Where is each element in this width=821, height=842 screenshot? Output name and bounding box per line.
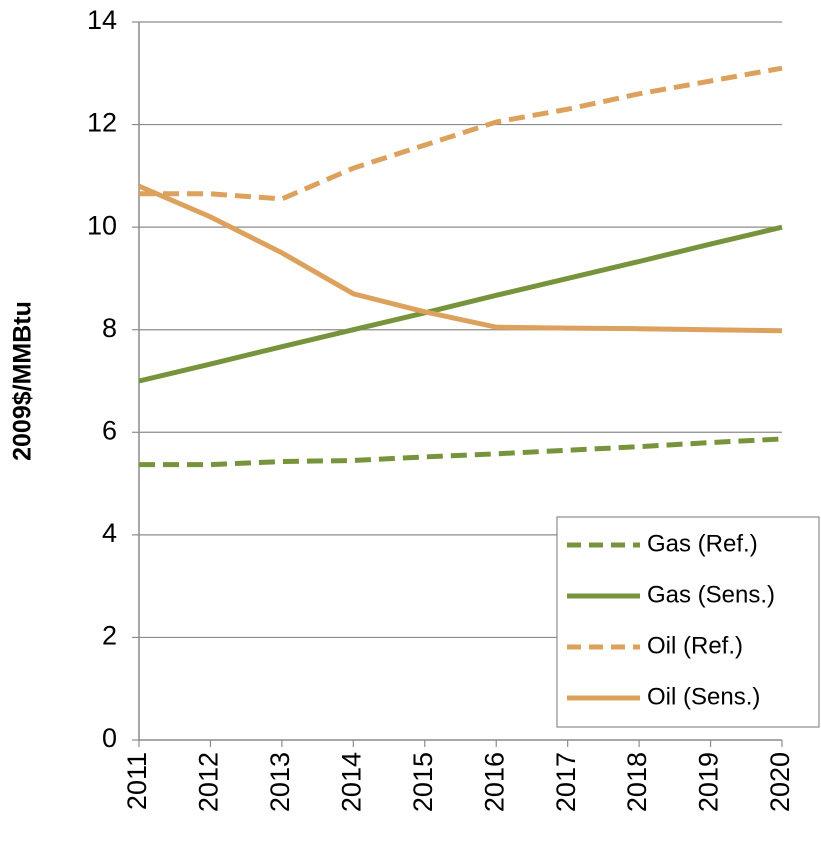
y-tick-label: 0 [102,723,117,753]
series-line [139,436,783,468]
x-tick-label: 2013 [265,752,295,812]
x-tick-label: 2016 [479,752,509,812]
x-tick-label: 2018 [622,752,652,812]
x-tick-label: 2015 [408,752,438,812]
x-tick-label: 2014 [336,752,366,812]
series-line [138,183,783,334]
legend-label: Gas (Sens.) [647,581,775,608]
legend-label: Gas (Ref.) [647,530,758,557]
x-tick-label: 2012 [194,752,224,812]
series-line [139,65,783,202]
x-tick-label: 2017 [551,752,581,812]
y-tick-label: 2 [102,621,117,651]
legend-label: Oil (Ref.) [647,632,743,659]
y-axis-label: 2009$/MMBtu [9,301,37,461]
y-tick-label: 8 [102,313,117,343]
legend-box [556,516,820,728]
x-tick-label: 2011 [122,752,152,810]
x-tick-label: 2020 [765,752,795,812]
y-tick-label: 14 [87,5,117,35]
series-line [138,224,783,384]
y-tick-label: 4 [102,518,117,548]
y-tick-label: 12 [87,108,117,138]
legend-label: Oil (Sens.) [647,683,760,710]
x-tick-label: 2019 [694,752,724,812]
y-tick-label: 10 [87,210,117,240]
y-tick-label: 6 [102,415,117,445]
